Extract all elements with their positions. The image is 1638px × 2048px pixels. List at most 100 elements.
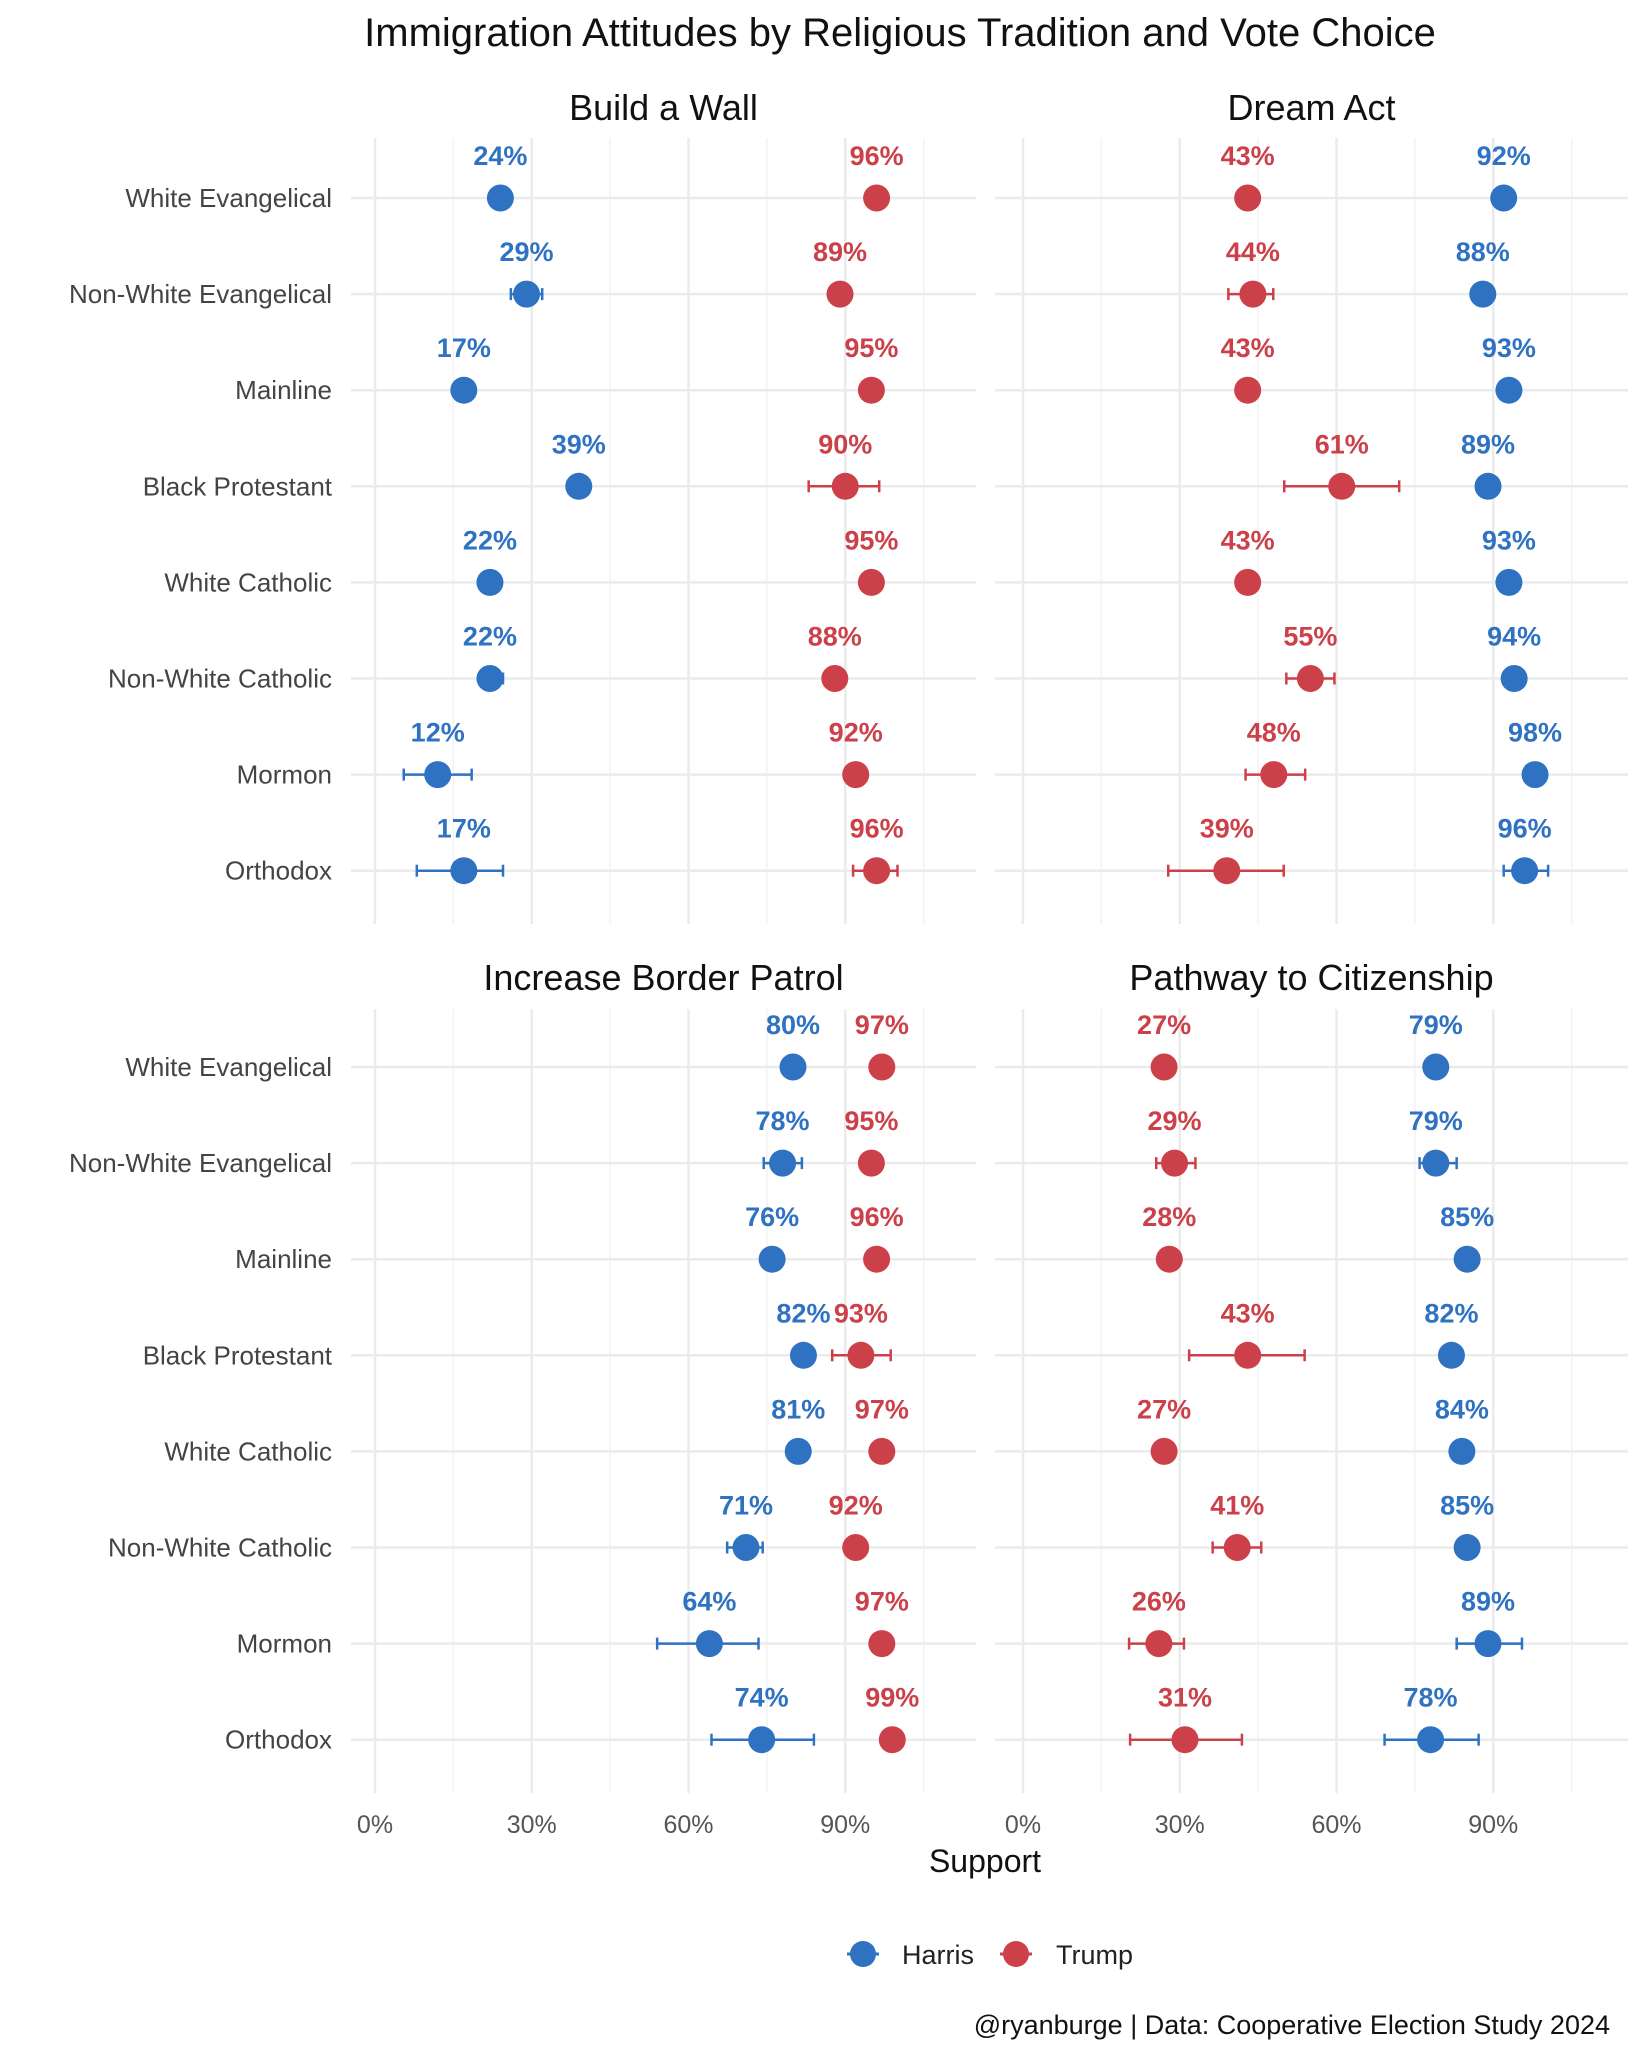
category-label: Non-White Catholic [108, 664, 332, 694]
category-label: Non-White Evangelical [69, 279, 332, 309]
data-label: 17% [437, 333, 491, 363]
chart-title: Immigration Attitudes by Religious Tradi… [364, 11, 1436, 55]
data-point-harris [1495, 568, 1523, 596]
data-point-harris [695, 1630, 723, 1658]
data-label: 92% [829, 718, 883, 748]
data-label: 71% [719, 1491, 773, 1521]
data-point-trump [863, 1245, 891, 1273]
data-label: 96% [850, 141, 904, 171]
data-label: 97% [855, 1394, 909, 1424]
category-label: Mainline [235, 375, 332, 405]
data-point-trump [1239, 280, 1267, 308]
data-point-harris [758, 1245, 786, 1273]
data-point-trump [1234, 184, 1262, 212]
data-point-harris [1500, 665, 1528, 692]
legend-harris-label: Harris [902, 1940, 974, 1970]
data-label: 88% [808, 622, 862, 652]
data-label: 81% [771, 1394, 825, 1424]
data-label: 44% [1226, 237, 1280, 267]
data-label: 74% [735, 1683, 789, 1713]
caption: @ryanburge | Data: Cooperative Election … [974, 2010, 1610, 2040]
legend-trump-marker [1003, 1941, 1029, 1967]
data-label: 92% [829, 1491, 883, 1521]
data-point-trump [842, 1534, 870, 1561]
data-label: 22% [463, 622, 517, 652]
panel-dream-act: Dream Act 92% 88% 93% 89% 93% 94% 98% 96% 43% 44% 4… [995, 87, 1628, 924]
data-label: 29% [1148, 1106, 1202, 1136]
data-label: 93% [834, 1298, 888, 1328]
legend-harris-marker [850, 1941, 876, 1967]
data-point-trump [1223, 1534, 1251, 1561]
data-label: 82% [1424, 1298, 1478, 1328]
data-point-harris [424, 761, 452, 789]
panel-pathway-to-citizenship: Pathway to Citizenship 0% 30% 60% 90% 79% 79% 8… [995, 957, 1628, 1839]
data-point-trump [1150, 1437, 1178, 1465]
data-label: 79% [1409, 1010, 1463, 1040]
x-tick-label: 60% [663, 1811, 713, 1839]
x-axis-label: Support [929, 1843, 1041, 1879]
data-label: 39% [1200, 814, 1254, 844]
data-point-trump [1328, 472, 1356, 500]
data-label: 41% [1210, 1491, 1264, 1521]
data-label: 85% [1440, 1202, 1494, 1232]
data-point-trump [1234, 1341, 1262, 1369]
data-label: 48% [1247, 718, 1301, 748]
data-label: 92% [1477, 141, 1531, 171]
data-label: 43% [1221, 141, 1275, 171]
category-label: Mainline [235, 1244, 332, 1274]
data-label: 93% [1482, 525, 1536, 555]
data-label: 95% [844, 525, 898, 555]
category-label: White Catholic [164, 567, 332, 597]
data-label: 88% [1456, 237, 1510, 267]
data-label: 78% [756, 1106, 810, 1136]
category-label: Non-White Catholic [108, 1533, 332, 1563]
data-point-trump [821, 665, 849, 692]
data-label: 80% [766, 1010, 820, 1040]
data-point-trump [1145, 1630, 1173, 1658]
data-point-harris [450, 857, 478, 885]
data-point-harris [476, 665, 504, 692]
data-label: 39% [552, 429, 606, 459]
data-label: 82% [776, 1298, 830, 1328]
data-label: 79% [1409, 1106, 1463, 1136]
legend: Harris Trump [847, 1940, 1133, 1970]
data-label: 61% [1315, 429, 1369, 459]
category-label: Non-White Evangelical [69, 1148, 332, 1178]
data-label: 96% [1498, 814, 1552, 844]
data-point-harris [1417, 1726, 1445, 1754]
category-label: Black Protestant [143, 1340, 333, 1370]
data-label: 24% [473, 141, 527, 171]
data-label: 31% [1158, 1683, 1212, 1713]
data-label: 96% [850, 1202, 904, 1232]
data-point-trump [826, 280, 854, 308]
data-point-harris [748, 1726, 776, 1754]
data-label: 64% [682, 1587, 736, 1617]
panel-title: Dream Act [1227, 87, 1395, 128]
data-point-trump [831, 472, 859, 500]
data-point-trump [857, 568, 885, 596]
data-point-harris [1521, 761, 1549, 789]
data-label: 27% [1137, 1394, 1191, 1424]
data-label: 90% [818, 429, 872, 459]
data-point-harris [1453, 1534, 1481, 1561]
data-point-trump [878, 1726, 906, 1754]
data-point-harris [450, 376, 478, 404]
category-label: Orthodox [225, 856, 332, 886]
data-point-trump [863, 184, 891, 212]
data-point-harris [1474, 472, 1502, 500]
data-point-trump [847, 1341, 875, 1369]
category-label: Mormon [237, 760, 332, 790]
data-point-trump [1260, 761, 1288, 789]
panel-increase-border-patrol: Increase Border Patrol White Evangelical N… [69, 957, 976, 1839]
data-label: 17% [437, 814, 491, 844]
data-label: 43% [1221, 525, 1275, 555]
data-point-harris [1453, 1245, 1481, 1273]
data-point-harris [1437, 1341, 1465, 1369]
data-point-harris [1490, 184, 1518, 212]
category-label: White Evangelical [125, 183, 332, 213]
data-point-trump [857, 376, 885, 404]
data-point-harris [784, 1437, 812, 1465]
data-label: 89% [813, 237, 867, 267]
panel-title: Pathway to Citizenship [1129, 957, 1493, 998]
